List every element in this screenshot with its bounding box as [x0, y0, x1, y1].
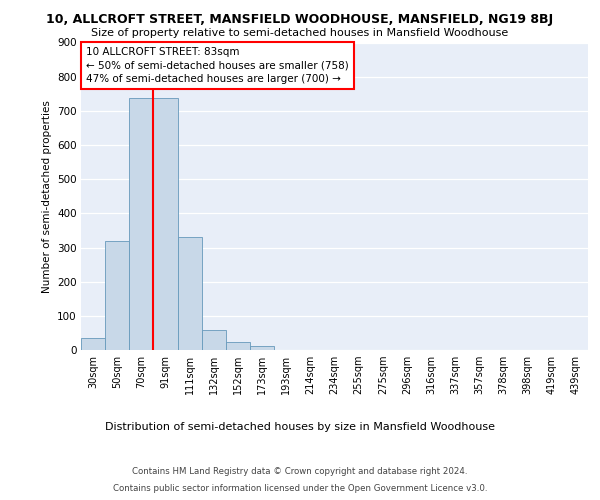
- Bar: [178, 238, 202, 350]
- Text: Contains HM Land Registry data © Crown copyright and database right 2024.: Contains HM Land Registry data © Crown c…: [132, 468, 468, 476]
- Bar: [129, 98, 154, 350]
- Bar: [202, 330, 226, 350]
- Bar: [154, 98, 178, 350]
- Text: Size of property relative to semi-detached houses in Mansfield Woodhouse: Size of property relative to semi-detach…: [91, 28, 509, 38]
- Bar: [105, 240, 129, 350]
- Bar: [226, 342, 250, 350]
- Text: 10 ALLCROFT STREET: 83sqm
← 50% of semi-detached houses are smaller (758)
47% of: 10 ALLCROFT STREET: 83sqm ← 50% of semi-…: [86, 47, 349, 84]
- Text: Distribution of semi-detached houses by size in Mansfield Woodhouse: Distribution of semi-detached houses by …: [105, 422, 495, 432]
- Y-axis label: Number of semi-detached properties: Number of semi-detached properties: [41, 100, 52, 292]
- Text: Contains public sector information licensed under the Open Government Licence v3: Contains public sector information licen…: [113, 484, 487, 493]
- Text: 10, ALLCROFT STREET, MANSFIELD WOODHOUSE, MANSFIELD, NG19 8BJ: 10, ALLCROFT STREET, MANSFIELD WOODHOUSE…: [46, 12, 554, 26]
- Bar: [81, 338, 105, 350]
- Bar: [250, 346, 274, 350]
